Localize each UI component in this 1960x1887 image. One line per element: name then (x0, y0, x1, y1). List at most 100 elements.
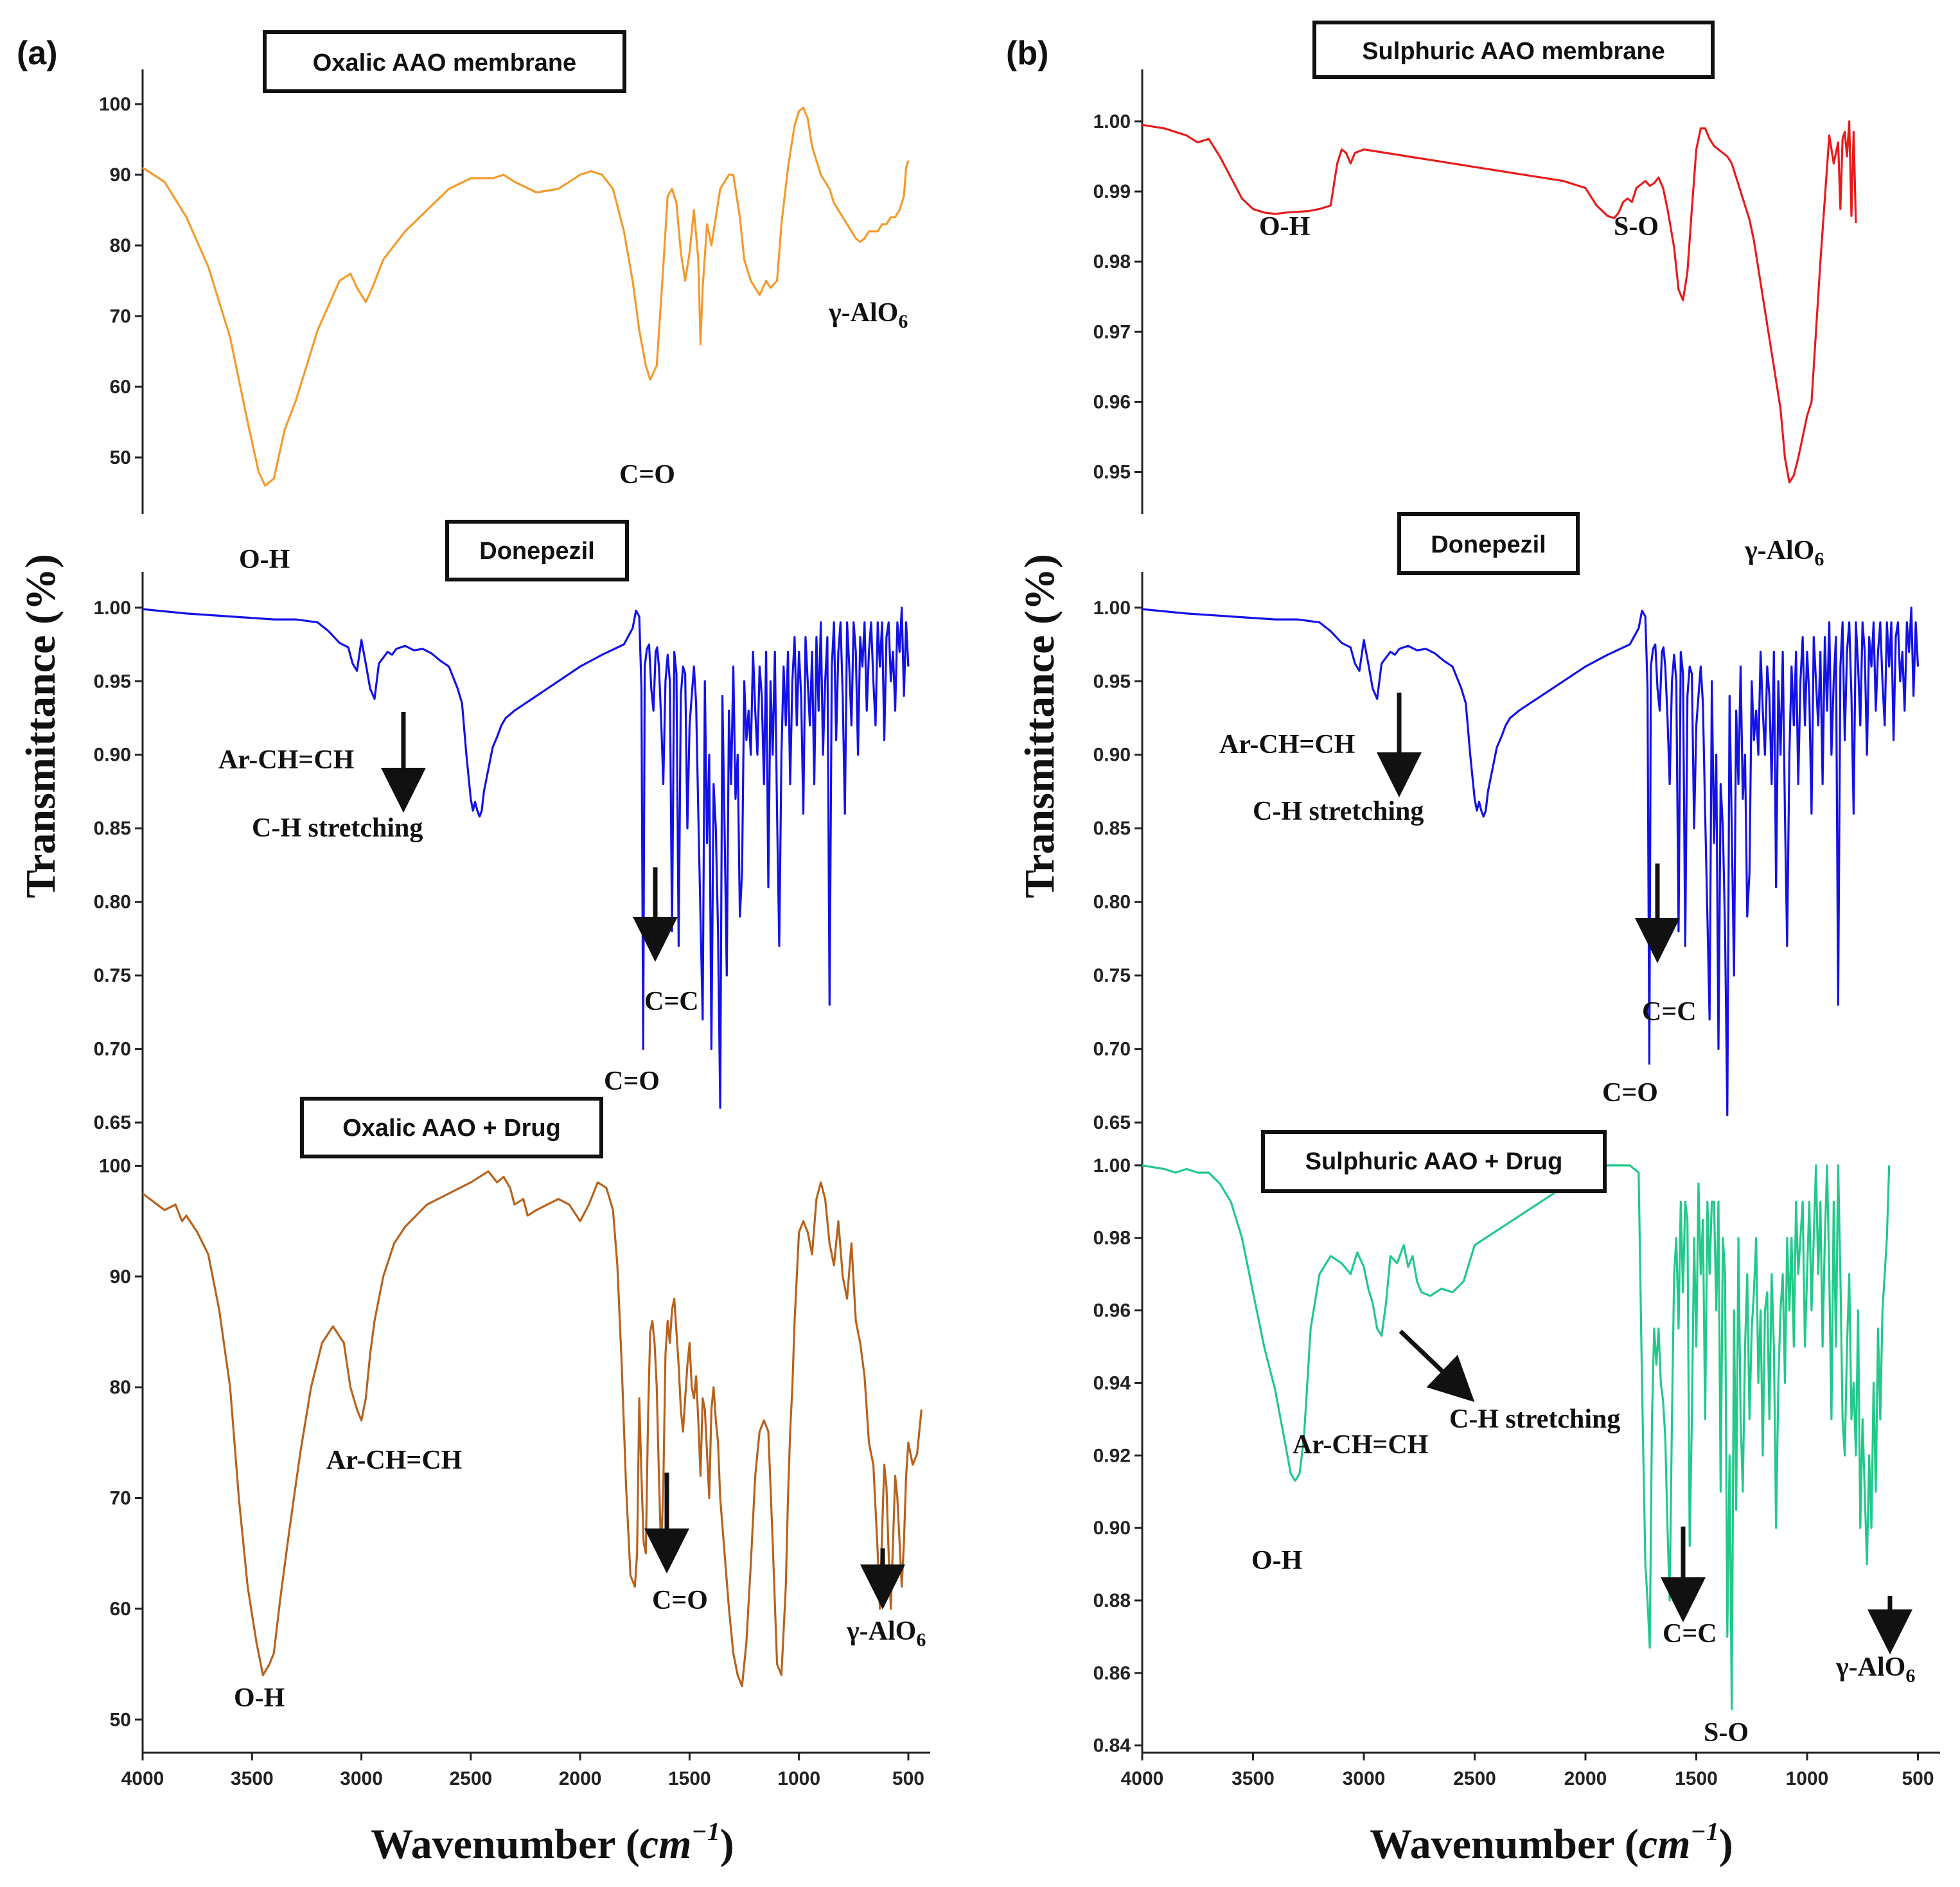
x-axis-title-a: Wavenumber (cm−1) (371, 1817, 734, 1868)
x-tick-label: 1500 (668, 1768, 711, 1789)
x-tick-label: 2500 (449, 1768, 492, 1789)
y-tick-label: 100 (99, 1155, 131, 1176)
x-axis-title-b: Wavenumber (cm−1) (1370, 1817, 1733, 1868)
spectrum-line (142, 106, 910, 487)
x-tick-label: 1000 (777, 1768, 820, 1789)
ann-b-dn-cc: C=C (1642, 997, 1697, 1027)
title-box-donepezil-b: Donepezil (1397, 512, 1580, 575)
y-tick-label: 80 (110, 235, 131, 256)
ann-b-sd-arch: Ar-CH=CH (1293, 1430, 1428, 1460)
ann-b-sd-alo: γ-AlO6 (1835, 1652, 1915, 1687)
x-tick-label: 4000 (1121, 1768, 1164, 1789)
y-tick-label: 0.95 (1093, 671, 1131, 692)
title-box-donepezil-a: Donepezil (445, 520, 629, 581)
title-box-oxalic-drug: Oxalic AAO + Drug (300, 1097, 603, 1158)
y-axis-title-a: Transmittance (%) (17, 554, 64, 898)
y-tick-label: 0.95 (94, 671, 131, 692)
x-axis-title-unit: cm (640, 1821, 692, 1868)
y-tick-label: 0.92 (1093, 1445, 1131, 1466)
ann-a-ox-alo-main: γ-AlO (828, 298, 898, 328)
y-tick-label: 1.00 (1093, 598, 1131, 619)
ann-b-dn-chs: C-H stretching (1253, 797, 1424, 826)
spectrum-line (142, 607, 910, 1109)
ann-b-dn-arch: Ar-CH=CH (1219, 730, 1355, 759)
x-axis-title-main: Wavenumber ( (371, 1821, 640, 1868)
ann-a-dn-chs: C-H stretching (252, 813, 423, 843)
spectrum-line (142, 1170, 923, 1688)
ann-a-od-co: C=O (652, 1586, 708, 1615)
ann-b-dn-co: C=O (1602, 1078, 1658, 1108)
x-axis-title-close: ) (720, 1821, 734, 1868)
y-tick-label: 0.80 (1093, 892, 1131, 913)
title-donepezil-b: Donepezil (1431, 531, 1546, 558)
ann-b-su-alo-main: γ-AlO (1744, 536, 1814, 565)
ann-a-ox-co: C=O (619, 460, 675, 490)
y-tick-label: 0.95 (1093, 462, 1131, 483)
ann-b-sd-alo-sub: 6 (1905, 1665, 1915, 1687)
spectrum-line (1142, 1164, 1891, 1710)
title-sulphuric-aao: Sulphuric AAO membrane (1362, 38, 1665, 65)
y-tick-label: 0.75 (94, 965, 131, 986)
y-tick-label: 90 (110, 1266, 131, 1288)
panel-label-b: (b) (1006, 35, 1048, 72)
y-tick-label: 0.75 (1093, 965, 1131, 986)
ann-b-su-oh: O-H (1259, 212, 1310, 242)
title-oxalic-aao: Oxalic AAO membrane (313, 49, 576, 76)
y-tick-label: 0.96 (1093, 391, 1131, 412)
y-tick-label: 70 (110, 1488, 131, 1509)
x-axis-title-exp: −1 (692, 1817, 720, 1846)
y-tick-label: 0.80 (94, 892, 131, 913)
x-axis-title-close: ) (1719, 1821, 1733, 1868)
title-donepezil-a: Donepezil (479, 538, 594, 565)
x-tick-label: 3500 (231, 1768, 274, 1789)
y-tick-label: 0.88 (1093, 1590, 1131, 1611)
x-axis-title-main: Wavenumber ( (1370, 1821, 1639, 1868)
y-tick-label: 80 (110, 1377, 131, 1398)
y-tick-label: 0.85 (1093, 818, 1131, 839)
ann-a-dn-cc: C=C (644, 987, 699, 1016)
x-tick-label: 1000 (1786, 1768, 1829, 1789)
x-tick-label: 500 (892, 1768, 924, 1789)
y-tick-label: 0.97 (1093, 321, 1131, 342)
ann-b-sd-alo-main: γ-AlO (1835, 1652, 1905, 1682)
ann-a-ox-alo: γ-AlO6 (828, 298, 908, 332)
y-tick-label: 0.96 (1093, 1300, 1131, 1322)
ann-b-su-alo-sub: 6 (1814, 549, 1824, 570)
y-tick-label: 0.98 (1093, 251, 1131, 272)
spectrum-line (1142, 607, 1920, 1117)
y-tick-label: 0.85 (94, 818, 131, 839)
ann-a-dn-co: C=O (604, 1067, 660, 1096)
y-tick-label: 0.84 (1093, 1735, 1131, 1757)
y-tick-label: 1.00 (1093, 111, 1131, 132)
x-tick-label: 500 (1902, 1768, 1934, 1789)
y-tick-label: 0.98 (1093, 1228, 1131, 1249)
y-tick-label: 90 (110, 164, 131, 186)
y-tick-label: 0.99 (1093, 181, 1131, 202)
arrow-b-sd-chs (1399, 1329, 1475, 1403)
y-tick-label: 0.90 (94, 745, 131, 766)
title-box-sulphuric-aao: Sulphuric AAO membrane (1312, 21, 1715, 79)
x-tick-label: 3500 (1232, 1768, 1275, 1789)
title-box-oxalic-aao: Oxalic AAO membrane (263, 30, 626, 93)
title-sulphuric-drug: Sulphuric AAO + Drug (1305, 1148, 1563, 1175)
panel-label-a: (a) (17, 35, 58, 72)
y-tick-label: 0.94 (1093, 1372, 1131, 1394)
ann-b-su-so: S-O (1614, 212, 1659, 242)
x-axis-title-exp: −1 (1691, 1817, 1719, 1846)
ann-a-od-alo-main: γ-AlO (846, 1617, 916, 1646)
y-tick-label: 70 (110, 306, 131, 327)
y-tick-label: 0.90 (1093, 1518, 1131, 1539)
ann-b-sd-chs: C-H stretching (1449, 1404, 1620, 1434)
x-tick-label: 3000 (340, 1768, 383, 1789)
y-axis-title-b: Transmittance (%) (1016, 554, 1063, 898)
y-tick-label: 50 (110, 1709, 131, 1730)
ann-b-sd-so: S-O (1704, 1718, 1749, 1748)
y-tick-label: 1.00 (94, 598, 131, 619)
x-axis-title-unit: cm (1639, 1821, 1691, 1868)
plots-layer: 50 60 70 80 90 100 0.95 0.96 0.97 0.98 0.99 1.00 0.6… (94, 69, 1940, 1789)
y-tick-label: 0.70 (94, 1039, 131, 1060)
ann-a-od-arch: Ar-CH=CH (326, 1446, 462, 1475)
x-tick-label: 2000 (1564, 1768, 1607, 1789)
ann-a-od-alo: γ-AlO6 (846, 1617, 926, 1651)
